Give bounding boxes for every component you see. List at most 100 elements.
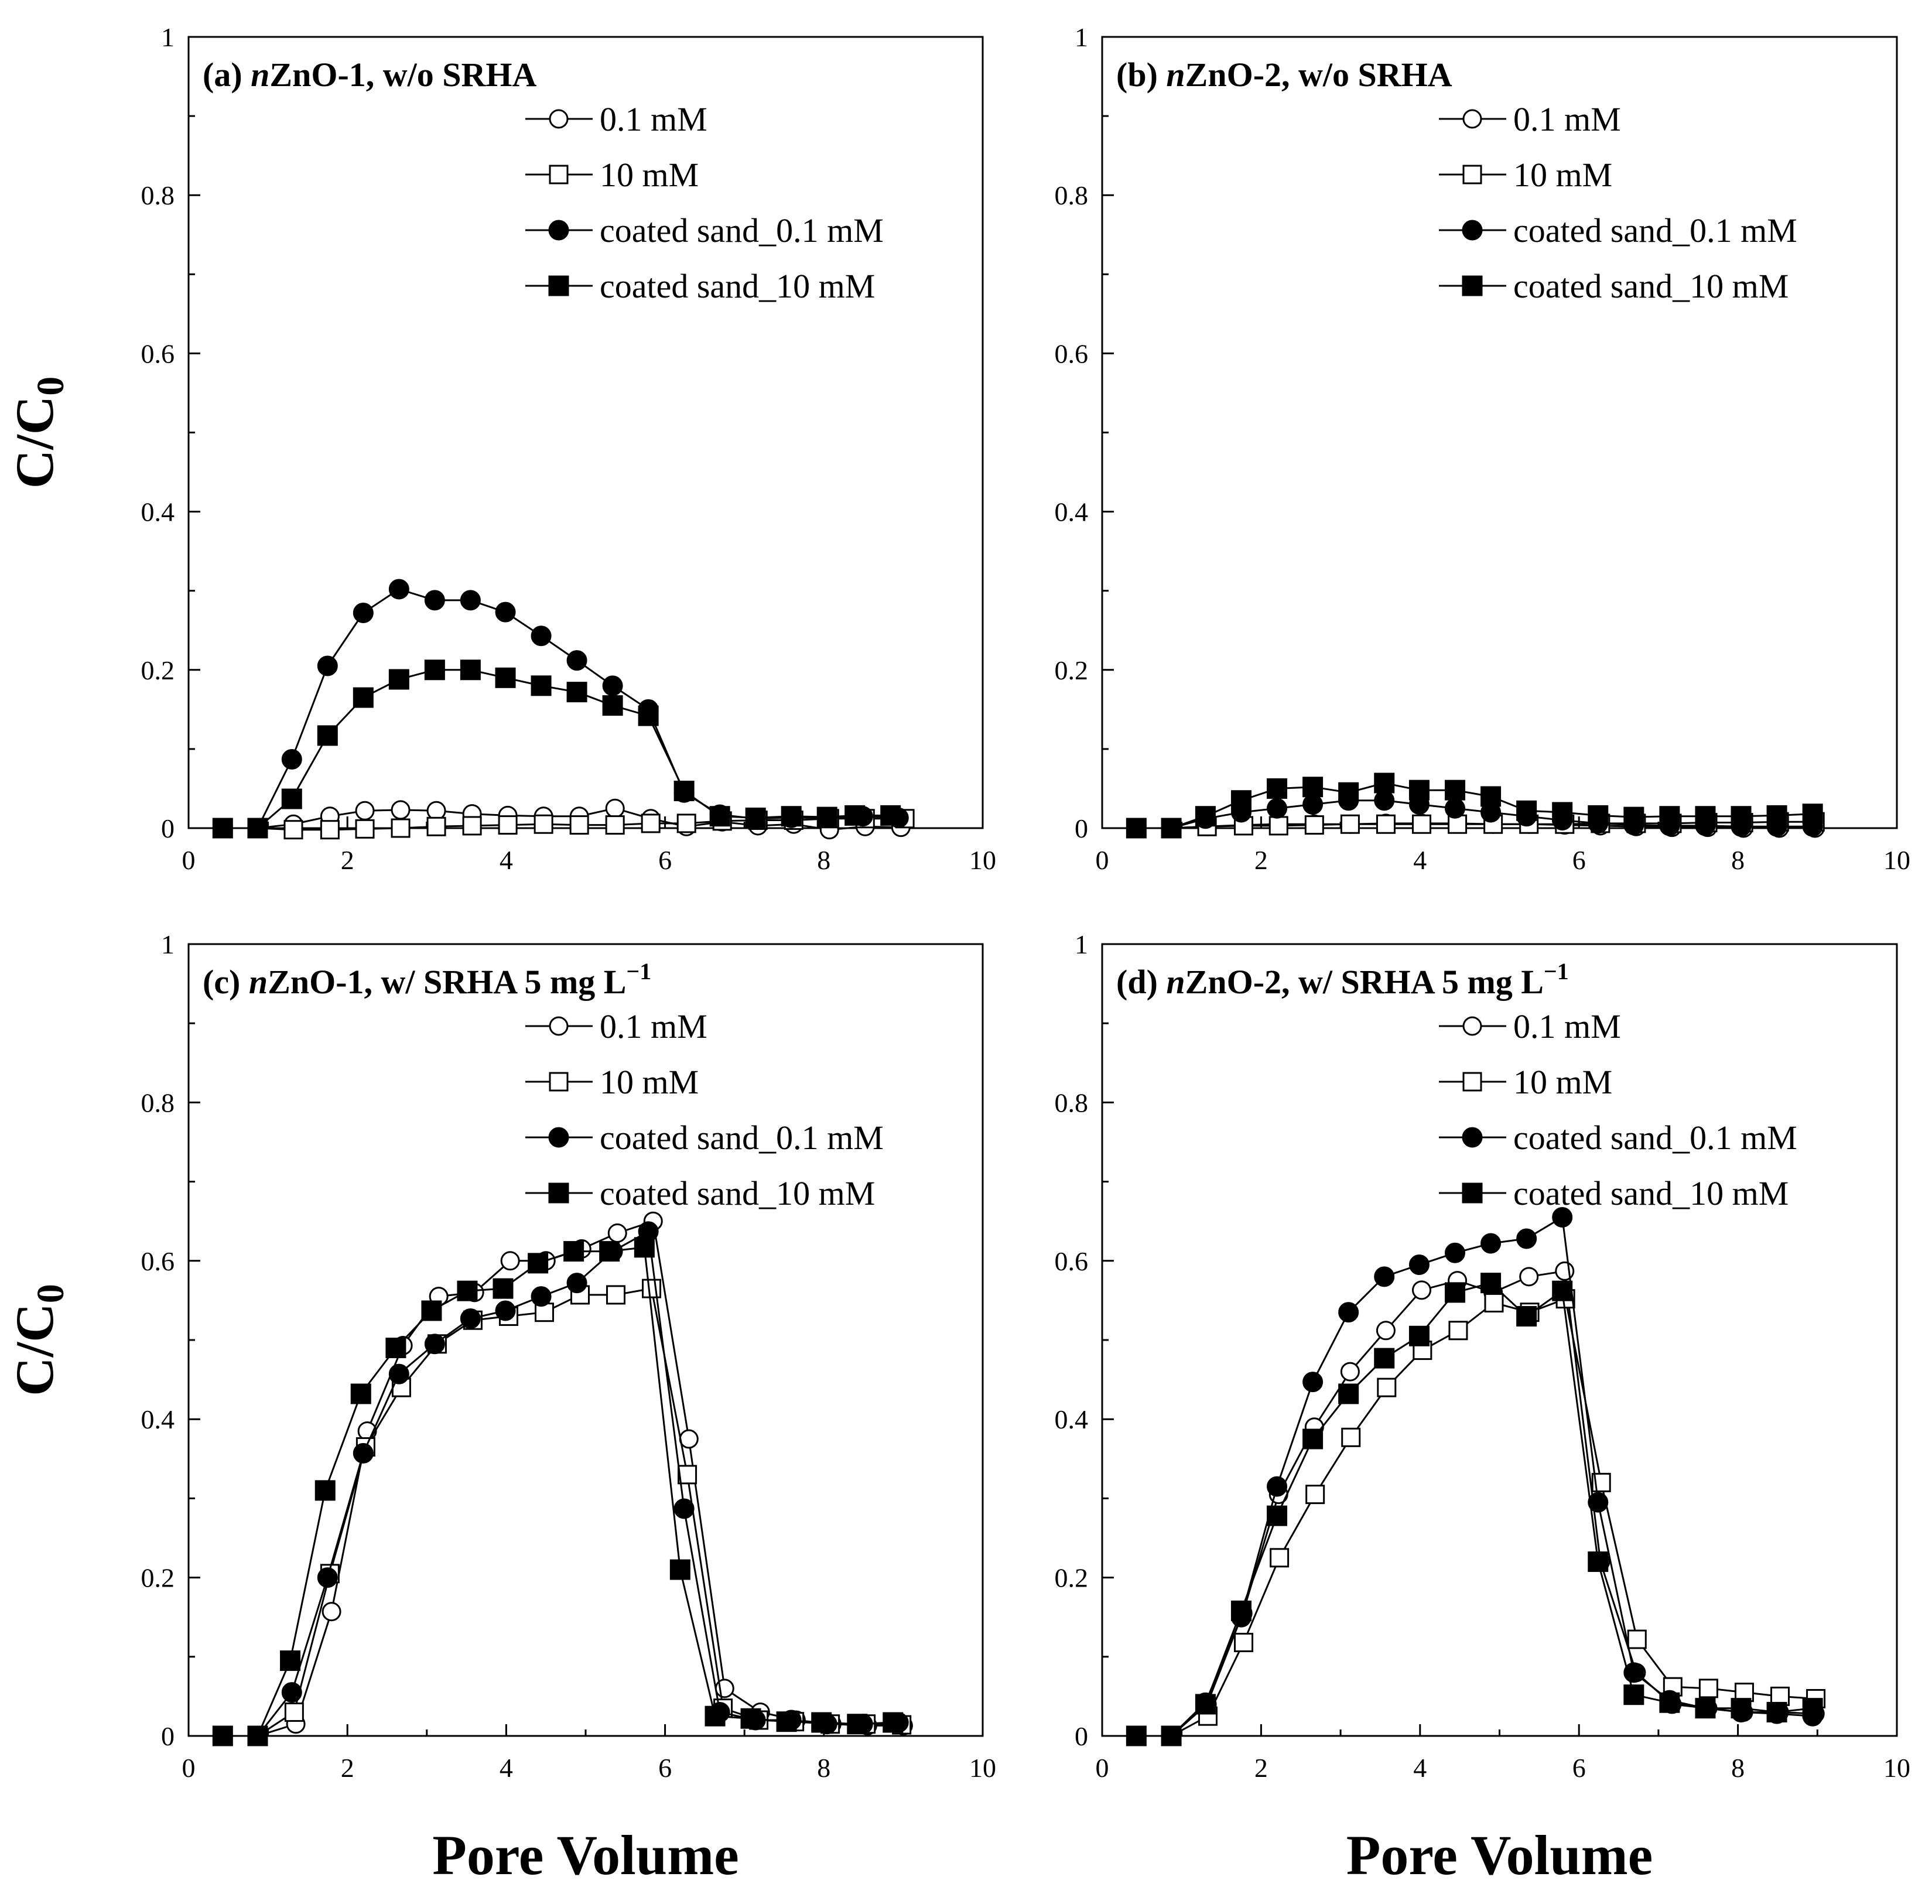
series-line (223, 669, 891, 829)
y-tick-label: 0 (161, 813, 175, 843)
title-italic: n (249, 963, 268, 1001)
data-point (606, 1285, 626, 1305)
y-tick-label: 0.8 (141, 180, 175, 210)
data-point (528, 1253, 549, 1274)
data-point (1267, 778, 1288, 799)
x-tick-label: 10 (1883, 1753, 1910, 1783)
data-point (673, 781, 695, 802)
legend-item: coated sand_0.1 mM (525, 211, 884, 249)
title-superscript: −1 (1544, 958, 1569, 985)
data-point (531, 625, 552, 647)
data-point (1408, 1254, 1430, 1276)
legend-label: coated sand_0.1 mM (1513, 211, 1797, 249)
y-axis-label: C/C0 (5, 1284, 72, 1396)
data-point (426, 801, 446, 821)
y-tick-label: 0.6 (1055, 1246, 1089, 1276)
legend-label: 10 mM (600, 156, 699, 194)
legend: 0.1 mM 10 mM coated sand_0.1 mM coated sand… (1439, 100, 1797, 305)
data-point (1408, 780, 1430, 801)
data-point (605, 798, 625, 818)
title-rest: ZnO-1, w/o SRHA (269, 56, 536, 94)
data-point (1480, 1273, 1502, 1294)
data-point (350, 1383, 371, 1404)
y-tick-label: 0.8 (141, 1088, 175, 1117)
y-axis: 0 0.2 0.4 0.6 0.8 1 (1055, 929, 1114, 1751)
data-point (1731, 806, 1752, 827)
data-point (880, 805, 901, 826)
data-point (498, 815, 518, 835)
series-10-mm (213, 1279, 912, 1746)
panel-title: (a) nZnO-1, w/o SRHA (203, 56, 537, 94)
legend-item: coated sand_10 mM (1439, 1174, 1789, 1212)
data-point (1480, 786, 1502, 807)
series-10-mm (213, 809, 915, 840)
data-point (1270, 1548, 1290, 1568)
data-point (705, 1705, 726, 1727)
x-tick-label: 0 (1096, 1753, 1109, 1783)
x-tick-label: 4 (500, 1753, 513, 1783)
y-tick-label: 0.4 (1055, 497, 1089, 527)
plot-frame (1101, 36, 1898, 829)
data-point (388, 669, 409, 690)
data-point (1374, 1266, 1395, 1287)
data-point (1267, 798, 1288, 819)
data-point (1268, 816, 1288, 836)
series-10-mm (1126, 1289, 1826, 1746)
data-point (605, 815, 625, 835)
data-point (1267, 1505, 1288, 1526)
y-axis: 0 0.2 0.4 0.6 0.8 1 (141, 929, 200, 1751)
legend-marker (549, 165, 569, 184)
x-tick-label: 10 (969, 845, 996, 875)
data-point (284, 1702, 304, 1722)
data-point (317, 1567, 338, 1588)
title-prefix: (d) (1116, 963, 1166, 1001)
data-point (1445, 780, 1466, 801)
data-point (421, 1300, 442, 1321)
data-point (320, 820, 340, 840)
plot-frame (1101, 943, 1898, 1737)
legend-marker (549, 1072, 569, 1092)
series-0-1-mm (213, 1211, 913, 1746)
data-point (1627, 1629, 1647, 1649)
data-point (534, 1303, 554, 1322)
data-point (462, 816, 482, 836)
series-line (1136, 1297, 1816, 1737)
data-point (844, 805, 866, 826)
data-point (642, 1279, 662, 1298)
legend-item: 0.1 mM (525, 1007, 707, 1045)
data-point (1374, 1348, 1395, 1369)
legend-item: coated sand_10 mM (525, 267, 875, 305)
title-italic: n (1166, 56, 1185, 94)
data-point (1519, 1267, 1539, 1287)
legend-marker (1462, 1072, 1482, 1092)
legend: 0.1 mM 10 mM coated sand_0.1 mM coated sand… (525, 1007, 884, 1212)
data-point (534, 814, 553, 834)
data-point (745, 807, 766, 828)
legend-item: coated sand_0.1 mM (1439, 1119, 1797, 1157)
series-line (223, 1287, 902, 1737)
data-point (531, 675, 552, 696)
data-point (353, 603, 374, 624)
x-axis-label: Pore Volume (1346, 1824, 1653, 1886)
data-point (1659, 1692, 1680, 1713)
legend-marker (1462, 109, 1482, 129)
data-point (669, 1559, 690, 1580)
data-point (314, 1480, 336, 1501)
data-point (847, 1714, 868, 1735)
series-line (1136, 1215, 1813, 1737)
data-point (355, 801, 375, 821)
series-coated-sand-10-mm (212, 659, 901, 839)
panel-title: (b) nZnO-2, w/o SRHA (1116, 56, 1452, 94)
y-tick-label: 0.6 (141, 1246, 175, 1276)
data-point (883, 1712, 904, 1733)
data-point (1695, 806, 1716, 827)
legend-label: coated sand_10 mM (600, 1174, 875, 1212)
data-point (679, 1429, 699, 1449)
legend-item: 10 mM (525, 156, 699, 194)
legend-marker (549, 1016, 569, 1036)
y-tick-label: 0.2 (141, 1563, 175, 1593)
data-point (569, 815, 589, 835)
series-coated-sand-10-mm (1126, 772, 1823, 839)
data-point (1552, 1280, 1573, 1301)
data-point (1552, 802, 1573, 823)
